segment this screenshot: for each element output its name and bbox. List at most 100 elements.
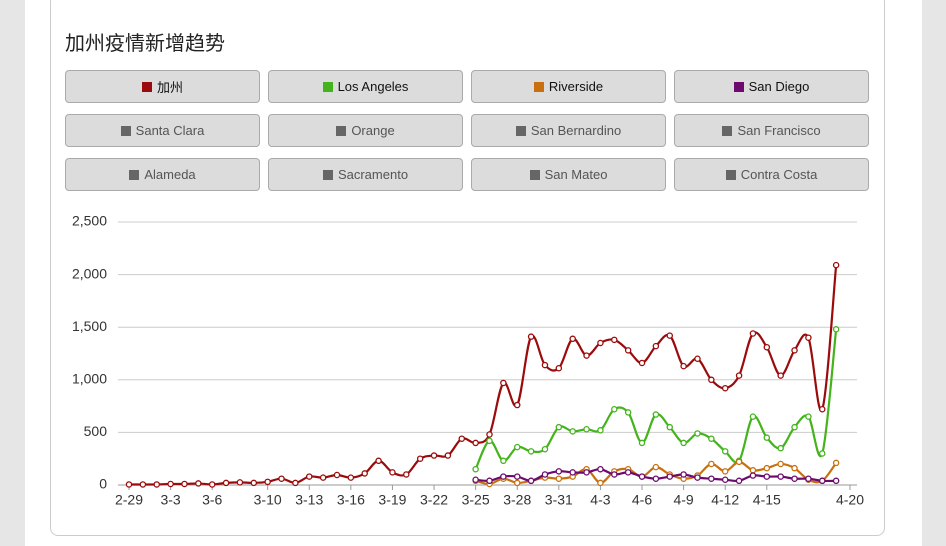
data-point [513,473,521,480]
legend-label: San Francisco [737,123,821,138]
data-point [708,376,715,384]
data-point [791,475,798,482]
data-point [555,475,563,482]
data-point [805,334,812,341]
x-tick-label: 4-15 [753,492,781,508]
data-point [486,437,493,445]
data-point [721,476,729,483]
legend-button[interactable]: San Mateo [471,158,666,191]
legend-button[interactable]: Contra Costa [674,158,869,191]
data-point [389,469,396,476]
legend-button[interactable]: San Bernardino [471,114,666,147]
data-point [819,477,826,485]
x-tick-label: 4-3 [590,492,610,508]
legend-button[interactable]: Sacramento [268,158,463,191]
y-tick-label: 1,500 [72,318,107,334]
legend-button[interactable]: Riverside [471,70,666,103]
y-tick-label: 2,000 [72,265,107,281]
data-point [597,339,604,347]
data-point [500,457,507,465]
legend-button[interactable]: San Diego [674,70,869,103]
data-point [652,475,660,482]
legend-swatch [120,125,131,136]
data-point [527,477,535,485]
legend-button[interactable]: Alameda [65,158,260,191]
x-tick-label: 3-31 [545,492,573,508]
data-point [680,362,687,370]
legend-label: 加州 [156,80,183,95]
data-point [791,347,798,354]
data-point [458,435,466,442]
data-point [735,458,743,466]
data-point [375,457,382,465]
data-point [652,342,660,350]
data-point [694,430,701,437]
data-point [638,359,646,367]
data-point [666,423,674,431]
data-point [513,479,521,487]
data-point [430,452,438,459]
data-point [708,460,715,468]
legend-label: Sacramento [337,167,409,182]
data-point [832,459,840,467]
data-point [541,361,549,369]
data-point [638,439,646,447]
data-point [583,425,590,433]
data-point [513,401,521,409]
legend-button[interactable]: Santa Clara [65,114,260,147]
data-point [361,470,368,477]
x-tick-label: 3-25 [462,492,490,508]
x-tick-label: 4-12 [711,492,739,508]
data-point [541,445,549,453]
data-point [472,465,479,473]
data-point [777,473,784,480]
data-point [611,471,618,478]
data-point [638,473,646,480]
legend-button[interactable]: 加州 [65,70,260,103]
data-point [708,475,715,482]
data-point [486,431,493,438]
data-point [624,347,632,354]
legend-button[interactable]: Orange [268,114,463,147]
legend-swatch [529,169,540,180]
legend-button[interactable]: San Francisco [674,114,869,147]
data-point [721,448,729,455]
legend-label: San Diego [748,79,810,94]
chart-title: 加州疫情新增趋势 [65,33,225,55]
data-point [680,471,687,478]
data-point [569,469,576,476]
data-point [500,473,507,480]
legend-swatch [722,125,733,136]
data-point [500,379,507,387]
data-point [749,472,757,479]
legend-swatch [322,169,333,180]
legend-label: Riverside [548,79,604,94]
data-point [819,406,826,413]
data-point [763,434,771,441]
legend-swatch [129,169,140,180]
x-tick-label: 3-10 [254,492,282,508]
legend-swatch [733,81,744,92]
data-point [694,355,701,363]
data-point [777,444,784,452]
data-point [305,473,313,480]
data-point [666,332,674,339]
legend-button[interactable]: Los Angeles [268,70,463,103]
data-point [222,479,230,487]
data-point [666,473,674,480]
legend-swatch [533,81,544,92]
data-point [472,439,479,447]
x-tick-label: 3-19 [378,492,406,508]
data-point [624,409,632,416]
data-point [486,477,493,485]
data-point [749,413,757,420]
data-point [569,428,576,435]
data-point [680,439,687,447]
data-point [527,333,535,340]
data-point [763,464,771,472]
data-point [597,465,604,473]
data-point [333,471,341,479]
data-point [694,474,701,481]
